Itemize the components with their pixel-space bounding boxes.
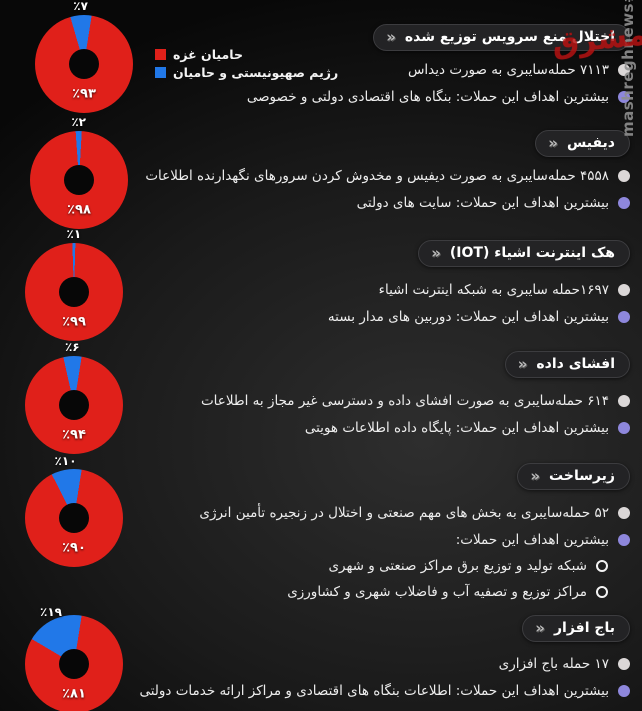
- bullet-text: بیشترین اهداف این حملات: سایت های دولتی: [356, 194, 609, 211]
- dot-purple-icon: [618, 310, 630, 323]
- major-slice-label: ٪۹۴: [62, 427, 86, 443]
- legend-item-gaza: حامیان غزه: [155, 45, 338, 63]
- section-infrastructure: زیرساخت « ۵۲ حمله‌سایبری به بخش های مهم …: [199, 463, 630, 605]
- section-title: دیفیس: [566, 135, 615, 151]
- donut-hole: [59, 503, 89, 533]
- dot-white-icon: [618, 657, 630, 670]
- donut-hole: [69, 49, 99, 79]
- donut-chart-infrastructure: ٪۱۰ ٪۹۰: [25, 454, 123, 567]
- bullet-text: ۱۶۹۷حمله سایبری به شبکه اینترنت اشیاء: [378, 281, 609, 298]
- bullet-row: ۷۱۱۳ حمله‌سایبری به صورت دیداس: [247, 56, 630, 83]
- bullet-text: مراکز توزیع و تصفیه آب و فاضلاب شهری و ک…: [287, 584, 587, 600]
- chevron-left-icon: «: [530, 466, 541, 485]
- bullet-text: ۷۱۱۳ حمله‌سایبری به صورت دیداس: [407, 61, 609, 78]
- bullet-text: بیشترین اهداف این حملات:: [455, 531, 609, 548]
- major-slice-label: ٪۹۹: [62, 314, 86, 330]
- bullet-row: بیشترین اهداف این حملات: پایگاه داده اطل…: [201, 414, 630, 441]
- minor-slice-label: ٪۷: [73, 0, 88, 14]
- section-header-badge: دیفیس «: [535, 130, 630, 157]
- bullet-row: بیشترین اهداف این حملات:: [199, 526, 630, 553]
- donut-chart-dataleak: ٪۶ ٪۹۴: [25, 340, 123, 454]
- donut-hole: [59, 390, 89, 420]
- bullet-row: ۱۶۹۷حمله سایبری به شبکه اینترنت اشیاء: [328, 276, 630, 303]
- circle-outline-icon: [596, 560, 608, 572]
- donut-hole: [64, 165, 94, 195]
- dot-white-icon: [618, 63, 630, 76]
- bullet-row: ۱۷ حمله باج افزاری: [139, 650, 630, 677]
- circle-outline-icon: [596, 586, 608, 598]
- dot-purple-icon: [618, 421, 630, 434]
- sub-bullet-row: شبکه تولید و توزیع برق مراکز صنعتی و شهر…: [199, 553, 608, 579]
- bullet-text: بیشترین اهداف این حملات: پایگاه داده اطل…: [304, 419, 609, 436]
- donut-chart-ddos: ٪۷ ٪۹۳: [35, 0, 133, 113]
- major-slice-label: ٪۸۱: [62, 686, 86, 702]
- sub-bullet-row: مراکز توزیع و تصفیه آب و فاضلاب شهری و ک…: [199, 579, 608, 605]
- major-slice-label: ٪۹۳: [72, 86, 96, 102]
- minor-slice-label: ٪۶: [64, 340, 80, 355]
- minor-slice-label: ٪۱۰: [54, 453, 77, 468]
- bullet-text: بیشترین اهداف این حملات: دوربین های مدار…: [327, 308, 609, 325]
- bullet-row: ۴۵۵۸ حمله‌سایبری به صورت دیفیس و مخدوش ک…: [145, 162, 630, 189]
- donut-hole: [59, 649, 89, 679]
- section-title: باج افزار: [553, 620, 615, 636]
- chevron-left-icon: «: [386, 27, 396, 46]
- chevron-left-icon: «: [535, 618, 545, 637]
- dot-white-icon: [618, 394, 630, 407]
- donut-chart-ransomware: ٪۱۹ ٪۸۱: [25, 605, 123, 711]
- donut-chart-iot: ٪۱ ٪۹۹: [25, 227, 123, 341]
- section-title: زیرساخت: [549, 468, 615, 484]
- dot-white-icon: [618, 283, 630, 296]
- section-ransomware: باج افزار « ۱۷ حمله باج افزاری بیشترین ا…: [139, 615, 630, 704]
- dot-white-icon: [618, 506, 630, 519]
- dot-purple-icon: [618, 90, 630, 103]
- section-header-badge: افشای داده «: [504, 351, 630, 378]
- bullet-text: بیشترین اهداف این حملات: بنگاه های اقتصا…: [246, 88, 609, 105]
- dot-white-icon: [618, 169, 630, 182]
- blue-swatch-icon: [155, 66, 166, 78]
- legend-label: حامیان غزه: [173, 46, 243, 62]
- bullet-text: ۴۵۵۸ حمله‌سایبری به صورت دیفیس و مخدوش ک…: [145, 167, 609, 184]
- bullet-text: شبکه تولید و توزیع برق مراکز صنعتی و شهر…: [328, 558, 587, 574]
- bullet-text: ۵۲ حمله‌سایبری به بخش های مهم صنعتی و اخ…: [199, 504, 609, 521]
- chevron-left-icon: «: [517, 354, 528, 373]
- dot-purple-icon: [618, 196, 630, 209]
- section-title: اختلال منع سرویس توزیع شده: [404, 29, 615, 45]
- bullet-row: بیشترین اهداف این حملات: سایت های دولتی: [145, 189, 630, 216]
- minor-slice-label: ٪۱: [66, 227, 82, 242]
- major-slice-label: ٪۹۰: [62, 540, 86, 556]
- chevron-left-icon: «: [431, 243, 441, 262]
- bullet-text: ۱۷ حمله باج افزاری: [498, 655, 609, 672]
- section-deface: دیفیس « ۴۵۵۸ حمله‌سایبری به صورت دیفیس و…: [145, 130, 630, 216]
- section-header-badge: اختلال منع سرویس توزیع شده «: [373, 24, 630, 51]
- section-dataleak: افشای داده « ۶۱۴ حمله‌سایبری به صورت افش…: [201, 351, 630, 441]
- dot-purple-icon: [618, 684, 630, 697]
- section-title: هک اینترنت اشیاء (IOT): [449, 245, 615, 261]
- major-slice-label: ٪۹۸: [67, 202, 91, 218]
- chart-legend: حامیان غزه رژیم صهیونیستی و حامیان: [155, 45, 338, 81]
- bullet-text: بیشترین اهداف این حملات: اطلاعات بنگاه ه…: [139, 682, 609, 699]
- minor-slice-label: ٪۲: [71, 115, 86, 130]
- bullet-row: ۵۲ حمله‌سایبری به بخش های مهم صنعتی و اخ…: [199, 499, 630, 526]
- legend-item-zionist: رژیم صهیونیستی و حامیان: [155, 63, 338, 81]
- section-header-badge: باج افزار «: [522, 615, 630, 642]
- section-header-badge: زیرساخت «: [517, 463, 630, 490]
- bullet-row: بیشترین اهداف این حملات: بنگاه های اقتصا…: [247, 83, 630, 110]
- minor-slice-label: ٪۱۹: [40, 604, 62, 619]
- red-swatch-icon: [155, 48, 166, 60]
- dot-purple-icon: [618, 533, 630, 546]
- bullet-row: ۶۱۴ حمله‌سایبری به صورت افشای داده و دست…: [201, 387, 630, 414]
- bullet-row: بیشترین اهداف این حملات: اطلاعات بنگاه ه…: [139, 677, 630, 704]
- donut-hole: [59, 277, 89, 307]
- donut-chart-deface: ٪۲ ٪۹۸: [30, 115, 128, 229]
- section-title: افشای داده: [536, 356, 615, 372]
- bullet-row: بیشترین اهداف این حملات: دوربین های مدار…: [328, 303, 630, 330]
- section-iot: هک اینترنت اشیاء (IOT) « ۱۶۹۷حمله سایبری…: [328, 240, 630, 330]
- bullet-text: ۶۱۴ حمله‌سایبری به صورت افشای داده و دست…: [200, 392, 609, 409]
- section-header-badge: هک اینترنت اشیاء (IOT) «: [418, 240, 630, 267]
- chevron-left-icon: «: [548, 133, 558, 152]
- section-ddos: اختلال منع سرویس توزیع شده « ۷۱۱۳ حمله‌س…: [247, 24, 630, 110]
- legend-label: رژیم صهیونیستی و حامیان: [173, 64, 339, 80]
